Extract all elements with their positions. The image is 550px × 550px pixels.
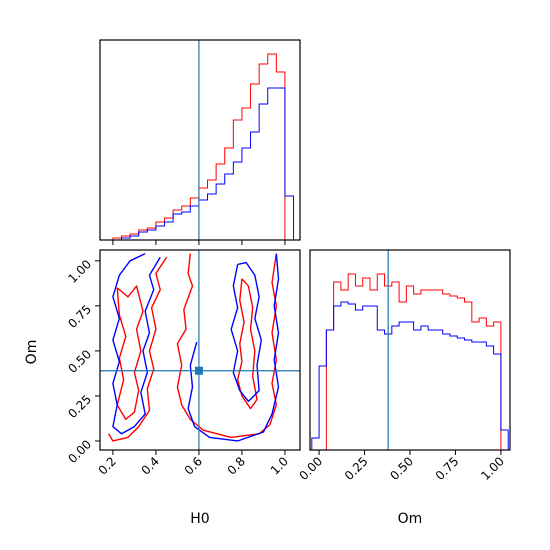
- hist-om-series-red: [311, 273, 509, 450]
- contour-plot-area: [100, 250, 300, 450]
- y-axis-label-om: Om: [24, 340, 40, 365]
- contour-line-blue: [112, 252, 161, 435]
- x-tick-label-om: 0.25: [342, 454, 371, 483]
- x-tick-label-h0: 0.4: [139, 454, 162, 477]
- y-tick-label-om: 1.00: [65, 257, 94, 286]
- y-tick-label-om: 0.25: [65, 392, 94, 421]
- y-tick-label-om: 0.50: [65, 347, 94, 376]
- x-tick-label-h0: 0.6: [182, 454, 205, 477]
- x-axis-label-h0: H0: [190, 511, 209, 527]
- hist-panel-om: 0.00 0.25 0.50 0.75 1.00: [296, 249, 511, 483]
- x-axis-label-om: Om: [398, 511, 423, 527]
- hist-h0-plot-area: [112, 40, 295, 240]
- hist-om-frame: [309, 249, 511, 451]
- contour-frame: [99, 249, 301, 451]
- x-tick-label-om: 1.00: [478, 454, 507, 483]
- y-tick-label-om: 0.75: [65, 302, 94, 331]
- truth-marker: [194, 366, 203, 375]
- hist-h0-series-red: [112, 53, 294, 240]
- hist-om-plot-area: [311, 250, 509, 450]
- x-tick-label-om: 0.00: [296, 454, 325, 483]
- contour-line-red: [236, 278, 258, 410]
- contour-line-red: [116, 285, 144, 421]
- contour-panel-h0-om: 0.2 0.4 0.6 0.8 1.0 0.00 0.25 0.50 0.75 1.00: [65, 249, 301, 478]
- x-tick-label-h0: 0.8: [225, 454, 248, 477]
- x-tick-label-h0: 0.2: [96, 454, 119, 477]
- hist-h0-series-blue: [112, 87, 295, 240]
- x-tick-label-h0: 1.0: [268, 454, 291, 477]
- x-tick-label-om: 0.75: [433, 454, 462, 483]
- contour-line-blue: [187, 253, 280, 442]
- contour-line-red: [108, 256, 168, 442]
- hist-panel-h0: [99, 39, 301, 245]
- y-tick-label-om: 0.00: [65, 437, 94, 466]
- hist-h0-frame: [99, 39, 301, 241]
- contour-line-blue: [230, 261, 262, 403]
- x-tick-label-om: 0.50: [387, 454, 416, 483]
- contour-line-red: [176, 253, 278, 439]
- hist-om-series-blue: [311, 301, 509, 450]
